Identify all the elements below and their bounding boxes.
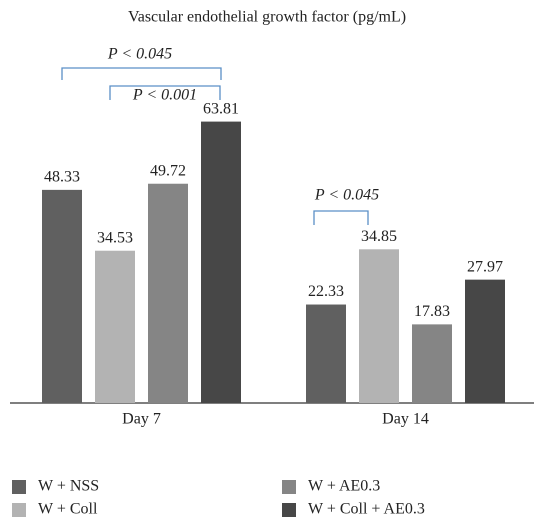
data-label: 48.33: [44, 169, 80, 186]
legend-swatch: [12, 503, 26, 517]
legend-swatch: [12, 480, 26, 494]
legend-label: W + Coll: [38, 501, 98, 518]
chart-title: Vascular endothelial growth factor (pg/m…: [128, 9, 406, 26]
annotation: P < 0.001: [132, 87, 197, 104]
legend-swatch: [282, 503, 296, 517]
data-label: 34.53: [97, 229, 133, 246]
data-label: 27.97: [467, 258, 503, 275]
bar: [201, 121, 241, 403]
legend-label: W + AE0.3: [308, 478, 380, 495]
bar: [412, 324, 452, 403]
x-tick-label: Day 7: [122, 411, 161, 428]
data-label: 22.33: [308, 283, 344, 300]
legend-label: W + Coll + AE0.3: [308, 501, 425, 518]
bar: [148, 183, 188, 403]
data-label: 34.85: [361, 228, 397, 245]
annotation: P < 0.045: [314, 187, 379, 204]
data-label: 49.72: [150, 162, 186, 179]
bar: [465, 279, 505, 403]
bracket: [313, 210, 369, 225]
bar: [306, 304, 346, 403]
bar: [359, 249, 399, 403]
bar: [95, 250, 135, 403]
annotation: P < 0.045: [107, 46, 172, 63]
bar: [42, 189, 82, 403]
legend-swatch: [282, 480, 296, 494]
x-tick-label: Day 14: [382, 411, 429, 428]
data-label: 17.83: [414, 303, 450, 320]
legend-label: W + NSS: [38, 478, 99, 495]
bracket: [61, 67, 222, 80]
bracket: [109, 85, 221, 100]
data-label: 63.81: [203, 100, 239, 117]
